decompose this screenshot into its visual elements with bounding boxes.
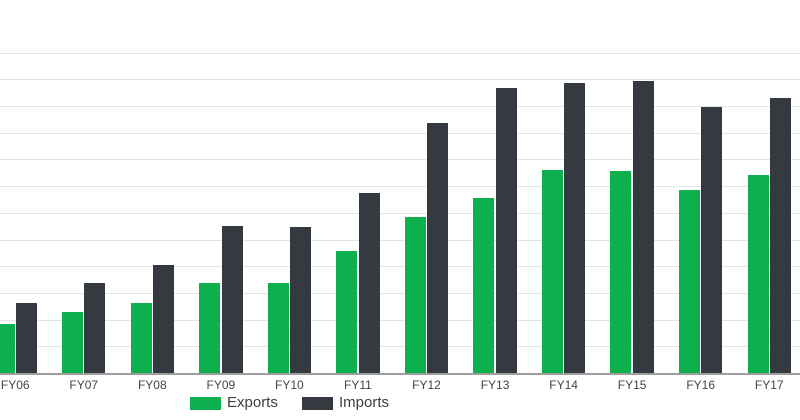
bar-exports-fy07[interactable] <box>62 312 84 373</box>
bar-imports-fy14[interactable] <box>564 83 586 373</box>
exports-legend-label: Exports <box>227 394 278 411</box>
bar-exports-fy11[interactable] <box>336 250 358 373</box>
bar-imports-fy15[interactable] <box>632 81 654 373</box>
gridline <box>0 79 800 81</box>
gridline <box>0 239 800 241</box>
gridline <box>0 132 800 134</box>
bar-exports-fy14[interactable] <box>541 169 563 373</box>
x-tick-fy17: FY17 <box>754 378 784 392</box>
bar-imports-fy17[interactable] <box>769 97 791 373</box>
x-tick-fy13: FY13 <box>480 378 510 392</box>
bar-exports-fy13[interactable] <box>473 198 495 373</box>
bar-imports-fy12[interactable] <box>427 122 449 373</box>
gridline <box>0 319 800 321</box>
exports-legend-swatch-icon <box>190 397 221 410</box>
gridline <box>0 346 800 348</box>
x-axis-baseline <box>0 373 800 375</box>
imports-legend-label: Imports <box>339 394 390 411</box>
bar-exports-fy08[interactable] <box>130 303 152 373</box>
gridline <box>0 292 800 294</box>
x-tick-fy10: FY10 <box>275 378 304 392</box>
gridline <box>0 212 800 214</box>
gridline <box>0 106 800 108</box>
x-tick-fy08: FY08 <box>137 378 167 392</box>
bar-exports-fy17[interactable] <box>747 175 769 373</box>
bar-imports-fy07[interactable] <box>84 283 106 373</box>
gridline <box>0 266 800 268</box>
bar-exports-fy06[interactable] <box>0 324 15 373</box>
bar-imports-fy10[interactable] <box>290 227 312 373</box>
x-tick-fy12: FY12 <box>412 378 441 392</box>
bar-exports-fy09[interactable] <box>199 283 221 373</box>
imports-legend-swatch-icon <box>302 397 333 410</box>
x-tick-fy07: FY07 <box>69 378 99 392</box>
gridline <box>0 52 800 54</box>
bar-imports-fy13[interactable] <box>495 87 517 373</box>
x-tick-fy16: FY16 <box>686 378 716 392</box>
bar-imports-fy16[interactable] <box>701 107 723 373</box>
gridline <box>0 186 800 188</box>
bar-imports-fy06[interactable] <box>15 302 37 373</box>
gridline <box>0 159 800 161</box>
bar-exports-fy16[interactable] <box>679 189 700 373</box>
bar-exports-fy10[interactable] <box>267 282 289 373</box>
bar-imports-fy08[interactable] <box>153 265 174 373</box>
x-tick-fy15: FY15 <box>617 378 647 392</box>
bar-exports-fy15[interactable] <box>610 170 632 373</box>
x-tick-fy06: FY06 <box>0 378 30 392</box>
bar-imports-fy09[interactable] <box>221 226 243 373</box>
x-tick-fy11: FY11 <box>344 378 372 392</box>
x-tick-fy09: FY09 <box>206 378 236 392</box>
bar-imports-fy11[interactable] <box>358 193 380 373</box>
bar-exports-fy12[interactable] <box>404 216 426 373</box>
x-tick-fy14: FY14 <box>549 378 578 392</box>
